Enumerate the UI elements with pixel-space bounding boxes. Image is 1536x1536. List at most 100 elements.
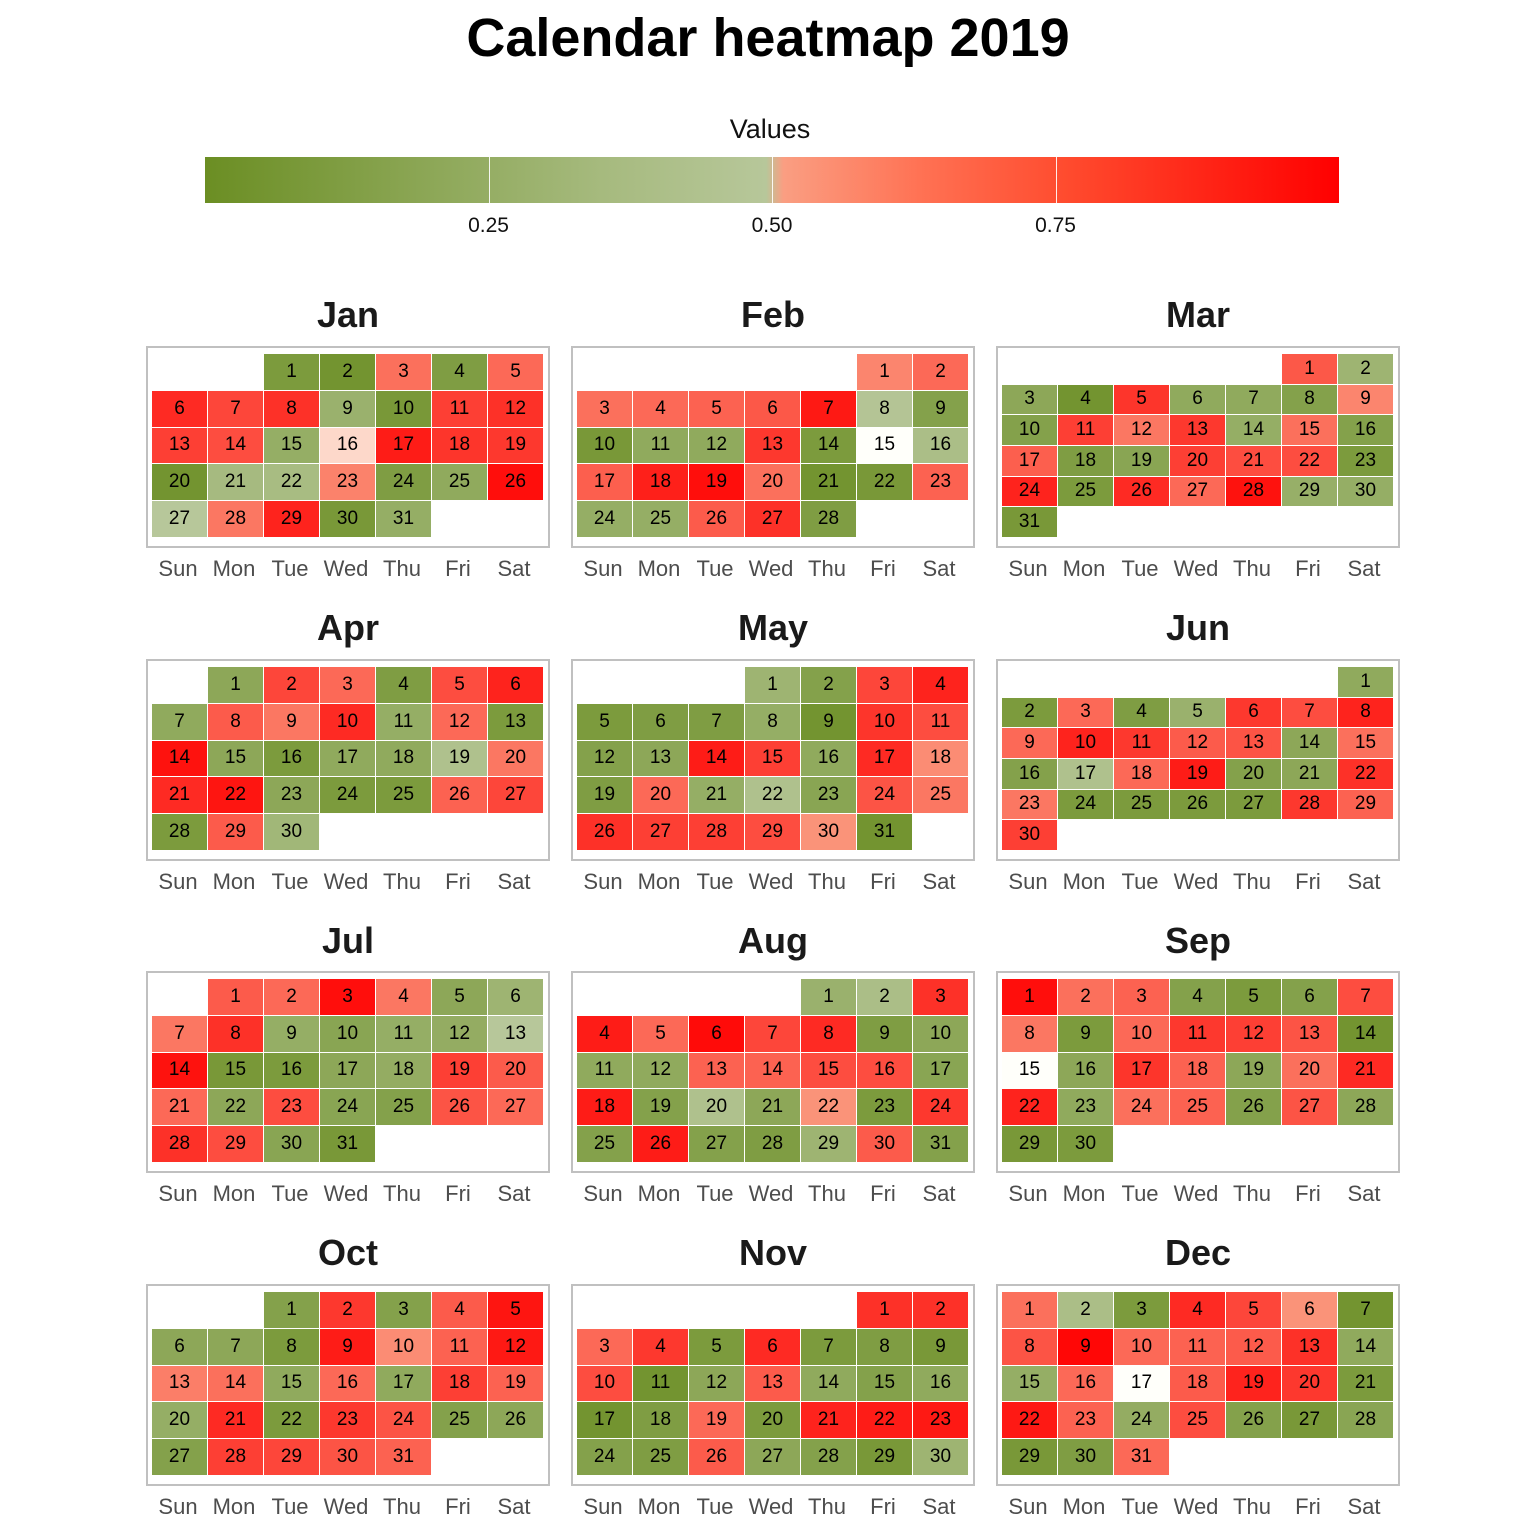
day-cell: 22 <box>857 1402 912 1439</box>
weekday-label: Wed <box>1173 869 1219 894</box>
day-cell: 19 <box>432 740 487 777</box>
day-cell: 9 <box>1002 728 1057 758</box>
weekday-label: Thu <box>808 556 846 581</box>
day-cell: 12 <box>488 1328 543 1365</box>
day-cell: 4 <box>633 1328 688 1365</box>
day-cell: 11 <box>1114 728 1169 758</box>
day-cell: 1 <box>264 354 319 390</box>
weekday-label: Thu <box>383 556 421 581</box>
day-cell: 25 <box>432 464 487 501</box>
day-cell: 25 <box>432 1402 487 1439</box>
day-cell: 26 <box>488 1402 543 1439</box>
day-cell: 5 <box>1226 979 1281 1015</box>
day-cell: 13 <box>152 1365 207 1402</box>
day-cell: 14 <box>801 1365 856 1402</box>
day-cell: 2 <box>913 1292 968 1328</box>
day-cell: 30 <box>913 1439 968 1475</box>
day-cell: 22 <box>801 1089 856 1126</box>
day-cell: 4 <box>376 979 431 1015</box>
day-cell: 19 <box>1170 759 1225 789</box>
day-cell: 6 <box>488 979 543 1015</box>
day-cell: 22 <box>208 777 263 814</box>
day-cell: 8 <box>1282 384 1337 415</box>
weekday-label: Mon <box>1062 556 1106 581</box>
weekday-label: Mon <box>212 869 256 894</box>
day-cell: 20 <box>1170 446 1225 476</box>
day-cell: 8 <box>264 1328 319 1365</box>
month-panel: 1 2 3 4 5 6 7 8 9 10 11 12 13 14 15 16 17 18 19 20 21 22 23 24 2… <box>996 971 1400 1173</box>
day-cell: 21 <box>745 1089 800 1126</box>
weekday-label: Wed <box>323 556 369 581</box>
day-cell: 26 <box>1170 789 1225 820</box>
day-cell: 10 <box>577 1365 632 1402</box>
day-cell: 8 <box>745 703 800 740</box>
day-cell: 4 <box>1058 384 1113 415</box>
day-cell: 30 <box>857 1126 912 1162</box>
day-cell: 11 <box>1170 1328 1225 1365</box>
weekday-label: Sun <box>1008 1181 1048 1206</box>
day-cell: 19 <box>633 1089 688 1126</box>
day-cell: 15 <box>208 1052 263 1089</box>
day-cell: 29 <box>264 1439 319 1475</box>
day-cell: 2 <box>1058 1292 1113 1328</box>
weekday-label: Tue <box>696 1494 734 1519</box>
day-cell: 25 <box>376 1089 431 1126</box>
legend-title: Values <box>729 114 811 144</box>
day-cell: 11 <box>577 1052 632 1089</box>
day-cell: 26 <box>1114 476 1169 507</box>
day-cell: 31 <box>320 1126 375 1162</box>
weekday-label: Mon <box>212 1181 256 1206</box>
day-cell: 7 <box>689 703 744 740</box>
day-cell: 12 <box>1226 1328 1281 1365</box>
weekday-label: Thu <box>1233 1494 1271 1519</box>
day-cell: 22 <box>1282 446 1337 476</box>
day-cell: 19 <box>432 1052 487 1089</box>
day-cell: 19 <box>1226 1052 1281 1089</box>
day-cell: 1 <box>1002 1292 1057 1328</box>
day-cell: 9 <box>913 390 968 427</box>
day-cell: 6 <box>152 390 207 427</box>
weekday-label: Mon <box>212 556 256 581</box>
legend-tick-label: 0.50 <box>751 214 793 237</box>
weekday-label: Wed <box>1173 556 1219 581</box>
day-cell: 21 <box>1338 1365 1393 1402</box>
day-cell: 28 <box>801 501 856 537</box>
day-cell: 1 <box>208 979 263 1015</box>
day-cell: 27 <box>745 1439 800 1475</box>
day-cell: 16 <box>1058 1052 1113 1089</box>
day-cell: 7 <box>152 1015 207 1052</box>
day-cell: 23 <box>1058 1089 1113 1126</box>
day-cell: 7 <box>745 1015 800 1052</box>
day-cell: 12 <box>1170 728 1225 758</box>
day-cell: 16 <box>320 1365 375 1402</box>
day-cell: 13 <box>1226 728 1281 758</box>
day-cell: 12 <box>1114 415 1169 445</box>
day-cell: 26 <box>633 1126 688 1162</box>
day-cell: 18 <box>1058 446 1113 476</box>
day-cell: 22 <box>1338 759 1393 789</box>
day-cell: 24 <box>376 1402 431 1439</box>
day-cell: 14 <box>745 1052 800 1089</box>
day-cell: 7 <box>1282 697 1337 728</box>
day-cell: 20 <box>633 777 688 814</box>
month-title: Dec <box>1164 1232 1232 1273</box>
day-cell: 7 <box>1338 979 1393 1015</box>
day-cell: 20 <box>488 740 543 777</box>
weekday-label: Thu <box>383 1181 421 1206</box>
day-cell: 20 <box>488 1052 543 1089</box>
day-cell: 20 <box>152 1402 207 1439</box>
day-cell: 28 <box>1338 1402 1393 1439</box>
day-cell: 18 <box>1170 1052 1225 1089</box>
day-cell: 15 <box>857 1365 912 1402</box>
legend-tick-label: 0.25 <box>468 214 509 237</box>
day-cell: 28 <box>689 814 744 850</box>
weekday-label: Sat <box>922 556 956 581</box>
weekday-label: Wed <box>748 1181 794 1206</box>
day-cell: 27 <box>689 1126 744 1162</box>
day-cell: 21 <box>208 1402 263 1439</box>
weekday-label: Thu <box>808 1494 846 1519</box>
day-cell: 7 <box>801 1328 856 1365</box>
day-cell: 9 <box>320 390 375 427</box>
weekday-label: Sat <box>922 1181 956 1206</box>
day-cell: 29 <box>208 1126 263 1162</box>
